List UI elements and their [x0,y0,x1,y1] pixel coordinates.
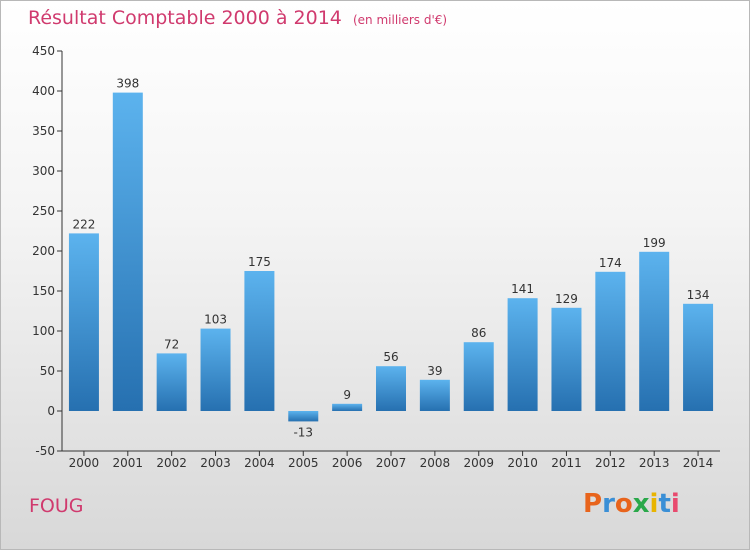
data-label-2013: 199 [643,236,666,250]
proxiti-logo[interactable]: Proxiti [583,489,680,519]
x-tick-label-2002: 2002 [156,456,187,470]
data-label-2003: 103 [204,313,227,327]
y-tick-label: 150 [32,284,55,298]
data-label-2002: 72 [164,337,179,351]
bar-2008 [419,379,450,411]
data-label-2011: 129 [555,292,578,306]
data-label-2001: 398 [116,77,139,91]
x-tick-label-2010: 2010 [507,456,538,470]
bar-2006 [332,403,363,411]
x-tick-label-2013: 2013 [639,456,670,470]
data-label-2006: 9 [343,388,351,402]
data-label-2009: 86 [471,326,486,340]
bar-2010 [507,298,538,411]
data-label-2012: 174 [599,256,622,270]
bar-2014 [683,303,714,411]
chart-subtitle: (en milliers d'€) [352,13,448,27]
data-label-2014: 134 [687,288,710,302]
x-tick-label-2012: 2012 [595,456,626,470]
x-tick-label-2001: 2001 [113,456,144,470]
bar-2004 [244,271,275,411]
data-label-2008: 39 [427,364,442,378]
logo-letter: x [632,489,650,519]
y-tick-label: 0 [47,404,55,418]
logo-letter: i [649,489,659,519]
x-tick-label-2014: 2014 [683,456,714,470]
data-label-2000: 222 [72,217,95,231]
chart-title: Résultat Comptable 2000 à 2014 [28,7,342,29]
title-row: Résultat Comptable 2000 à 2014 (en milli… [28,7,447,29]
data-label-2007: 56 [383,350,398,364]
x-tick-label-2004: 2004 [244,456,275,470]
location-label: FOUG [29,495,84,517]
y-tick-label: 250 [32,204,55,218]
logo-letter: r [602,489,615,519]
y-tick-label: 50 [40,364,55,378]
x-tick-label-2011: 2011 [551,456,582,470]
logo-letter: i [670,489,680,519]
x-tick-label-2006: 2006 [332,456,363,470]
x-tick-label-2005: 2005 [288,456,319,470]
bar-2001 [112,92,143,411]
data-label-2004: 175 [248,255,271,269]
x-tick-label-2003: 2003 [200,456,231,470]
x-tick-label-2009: 2009 [463,456,494,470]
y-tick-label: 300 [32,164,55,178]
bar-2009 [463,342,494,411]
bar-2005 [288,411,319,422]
bar-2011 [551,307,582,411]
y-tick-label: 450 [32,44,55,58]
logo-letter: P [583,489,603,519]
data-label-2010: 141 [511,282,534,296]
bar-2003 [200,328,231,411]
bar-2012 [595,271,626,411]
logo-letter: o [614,489,633,519]
y-tick-label: 100 [32,324,55,338]
y-tick-label: 400 [32,84,55,98]
bar-2000 [68,233,99,411]
y-tick-label: 200 [32,244,55,258]
logo-letter: t [658,489,671,519]
y-tick-label: -50 [35,444,55,458]
bar-2007 [376,366,406,411]
y-tick-label: 350 [32,124,55,138]
bar-2002 [156,353,187,411]
x-tick-label-2008: 2008 [420,456,451,470]
data-label-2005: -13 [293,425,313,439]
x-tick-label-2007: 2007 [376,456,407,470]
bar-2013 [639,251,670,411]
x-tick-label-2000: 2000 [69,456,100,470]
